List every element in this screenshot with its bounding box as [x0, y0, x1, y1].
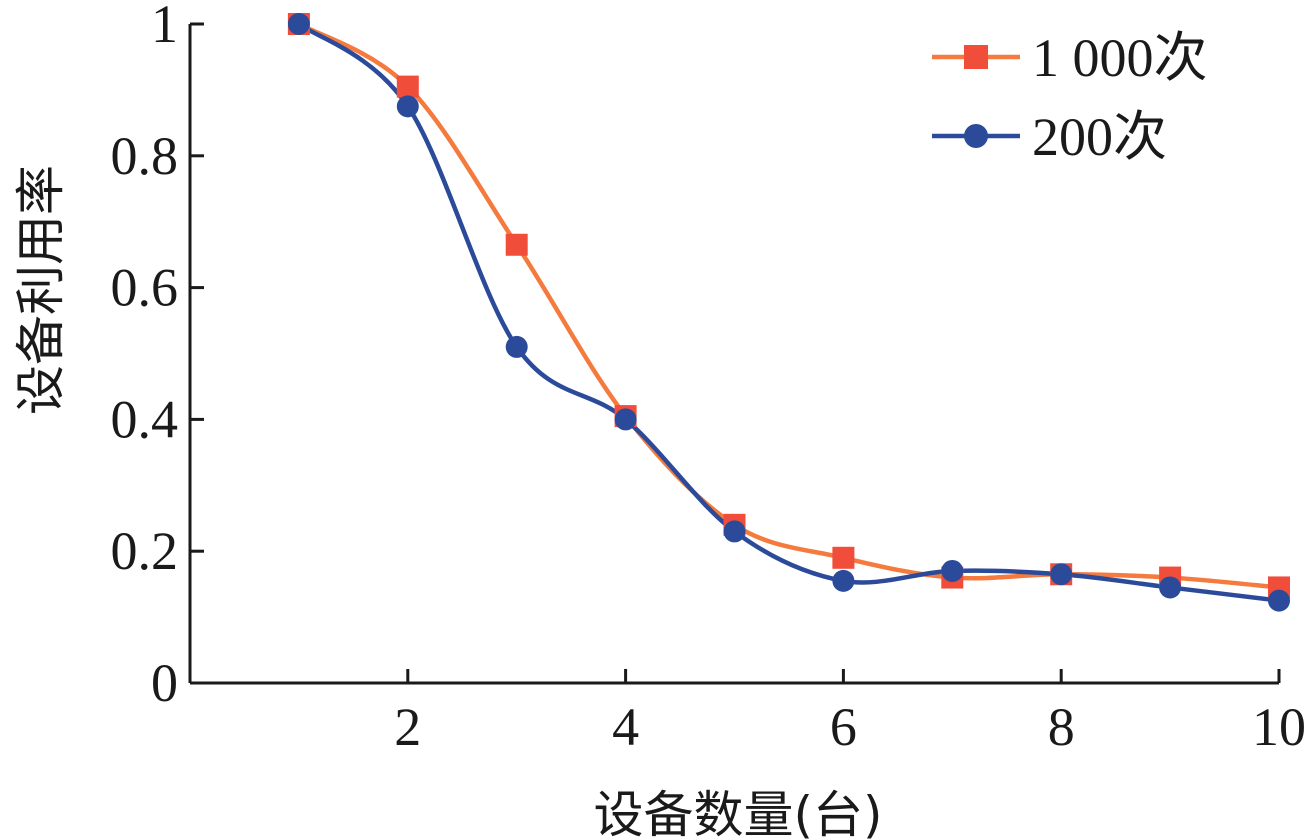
legend-marker-1: [964, 124, 988, 148]
y-tick-label: 0.6: [111, 258, 179, 318]
y-tick-label: 0.8: [111, 126, 179, 186]
legend-label-1: 200次: [1032, 107, 1167, 167]
x-tick-label: 10: [1252, 697, 1306, 757]
series-1-point: [505, 335, 528, 358]
legend: 1 000次 200次: [932, 28, 1208, 167]
series-1-point: [1159, 576, 1182, 599]
series-1-point: [287, 13, 310, 35]
series-1-point: [941, 559, 964, 582]
y-axis-title: 设备利用率: [12, 165, 70, 415]
x-tick-label: 6: [830, 697, 857, 757]
legend-label-0: 1 000次: [1032, 28, 1208, 88]
y-tick-label: 1: [151, 0, 178, 54]
series-1-point: [1050, 563, 1073, 586]
series-markers: [287, 13, 1290, 612]
series-0-point: [832, 546, 855, 569]
y-ticks: 0 0.2 0.4 0.6 0.8 1: [111, 0, 204, 713]
series-0-point: [505, 233, 528, 256]
x-ticks: 2 4 6 8 10: [394, 669, 1306, 757]
x-tick-label: 8: [1048, 697, 1075, 757]
y-tick-label: 0.4: [111, 389, 179, 449]
axes: [188, 24, 1279, 685]
series-1-point: [832, 569, 855, 592]
series-1-point: [396, 95, 419, 118]
series-1-point: [723, 520, 746, 543]
y-tick-label: 0.2: [111, 521, 179, 581]
x-tick-label: 2: [394, 697, 421, 757]
x-tick-label: 4: [612, 697, 639, 757]
legend-marker-0: [964, 45, 988, 69]
series-0-point: [396, 75, 419, 98]
x-axis-title: 设备数量(台): [593, 786, 882, 840]
series-1-point: [614, 408, 637, 431]
y-tick-label: 0: [151, 653, 178, 713]
series-1-point: [1268, 589, 1290, 612]
